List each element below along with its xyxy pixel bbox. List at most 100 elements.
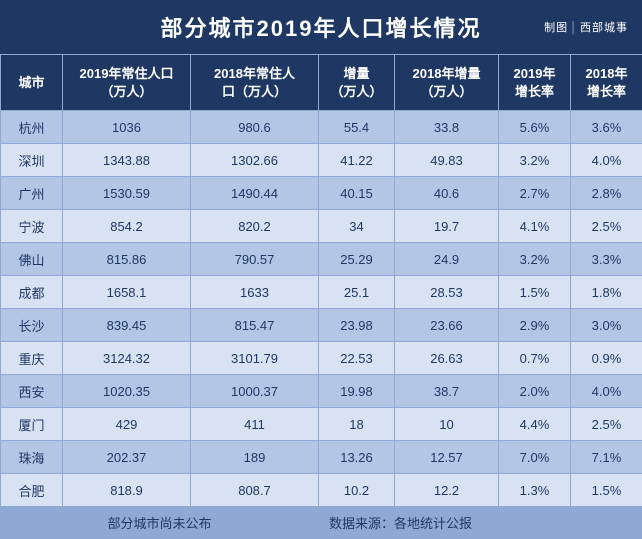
table-cell: 合肥 — [1, 474, 63, 507]
table-body: 杭州1036980.655.433.85.6%3.6%深圳1343.881302… — [1, 111, 642, 507]
table-cell: 980.6 — [191, 111, 319, 144]
table-cell: 7.1% — [571, 441, 642, 474]
table-cell: 厦门 — [1, 408, 63, 441]
table-container: 部分城市2019年人口增长情况 制图│西部城事 城市2019年常住人口（万人）2… — [0, 0, 642, 538]
table-row: 厦门42941118104.4%2.5% — [1, 408, 642, 441]
table-cell: 4.0% — [571, 375, 642, 408]
table-cell: 13.26 — [319, 441, 395, 474]
column-header: 2018年常住人口（万人） — [191, 55, 319, 111]
column-header: 2019年增长率 — [499, 55, 571, 111]
table-cell: 49.83 — [395, 144, 499, 177]
table-cell: 3.3% — [571, 243, 642, 276]
table-cell: 1.5% — [499, 276, 571, 309]
table-cell: 长沙 — [1, 309, 63, 342]
column-header: 城市 — [1, 55, 63, 111]
table-cell: 宁波 — [1, 210, 63, 243]
table-cell: 40.15 — [319, 177, 395, 210]
table-row: 深圳1343.881302.6641.2249.833.2%4.0% — [1, 144, 642, 177]
table-cell: 28.53 — [395, 276, 499, 309]
table-row: 重庆3124.323101.7922.5326.630.7%0.9% — [1, 342, 642, 375]
table-row: 成都1658.1163325.128.531.5%1.8% — [1, 276, 642, 309]
footer-note: 部分城市尚未公布 — [1, 507, 319, 539]
table-cell: 1490.44 — [191, 177, 319, 210]
population-table: 城市2019年常住人口（万人）2018年常住人口（万人）增量（万人）2018年增… — [0, 54, 642, 539]
table-cell: 杭州 — [1, 111, 63, 144]
table-row: 广州1530.591490.4440.1540.62.7%2.8% — [1, 177, 642, 210]
table-cell: 10.2 — [319, 474, 395, 507]
table-cell: 成都 — [1, 276, 63, 309]
table-cell: 1530.59 — [63, 177, 191, 210]
table-cell: 4.4% — [499, 408, 571, 441]
table-cell: 0.7% — [499, 342, 571, 375]
table-cell: 19.7 — [395, 210, 499, 243]
column-header: 2019年常住人口（万人） — [63, 55, 191, 111]
table-cell: 1.3% — [499, 474, 571, 507]
table-cell: 2.7% — [499, 177, 571, 210]
table-cell: 重庆 — [1, 342, 63, 375]
table-cell: 2.9% — [499, 309, 571, 342]
table-cell: 18 — [319, 408, 395, 441]
table-cell: 23.66 — [395, 309, 499, 342]
table-row: 宁波854.2820.23419.74.1%2.5% — [1, 210, 642, 243]
table-cell: 1302.66 — [191, 144, 319, 177]
table-cell: 佛山 — [1, 243, 63, 276]
column-header: 2018年增量（万人） — [395, 55, 499, 111]
table-cell: 411 — [191, 408, 319, 441]
table-cell: 23.98 — [319, 309, 395, 342]
table-cell: 3.6% — [571, 111, 642, 144]
table-cell: 1658.1 — [63, 276, 191, 309]
credit-source: 西部城事 — [580, 22, 628, 34]
table-cell: 1633 — [191, 276, 319, 309]
table-cell: 854.2 — [63, 210, 191, 243]
table-cell: 55.4 — [319, 111, 395, 144]
table-cell: 12.2 — [395, 474, 499, 507]
credit-prefix: 制图 — [544, 22, 568, 34]
table-cell: 22.53 — [319, 342, 395, 375]
table-cell: 0.9% — [571, 342, 642, 375]
table-cell: 818.9 — [63, 474, 191, 507]
table-cell: 25.1 — [319, 276, 395, 309]
table-cell: 珠海 — [1, 441, 63, 474]
table-cell: 1.5% — [571, 474, 642, 507]
table-cell: 429 — [63, 408, 191, 441]
table-cell: 815.47 — [191, 309, 319, 342]
pipe-icon: │ — [570, 22, 578, 34]
table-cell: 5.6% — [499, 111, 571, 144]
table-cell: 808.7 — [191, 474, 319, 507]
table-cell: 815.86 — [63, 243, 191, 276]
column-header: 2018年增长率 — [571, 55, 642, 111]
table-cell: 34 — [319, 210, 395, 243]
table-cell: 广州 — [1, 177, 63, 210]
table-cell: 19.98 — [319, 375, 395, 408]
table-cell: 10 — [395, 408, 499, 441]
title-row: 部分城市2019年人口增长情况 制图│西部城事 — [0, 0, 642, 54]
table-cell: 1020.35 — [63, 375, 191, 408]
table-cell: 26.63 — [395, 342, 499, 375]
table-cell: 1.8% — [571, 276, 642, 309]
table-cell: 25.29 — [319, 243, 395, 276]
table-header: 城市2019年常住人口（万人）2018年常住人口（万人）增量（万人）2018年增… — [1, 55, 642, 111]
table-cell: 1036 — [63, 111, 191, 144]
table-row: 杭州1036980.655.433.85.6%3.6% — [1, 111, 642, 144]
table-row: 长沙839.45815.4723.9823.662.9%3.0% — [1, 309, 642, 342]
credit: 制图│西部城事 — [544, 19, 628, 35]
table-cell: 2.5% — [571, 210, 642, 243]
table-cell: 2.0% — [499, 375, 571, 408]
table-cell: 1000.37 — [191, 375, 319, 408]
table-cell: 40.6 — [395, 177, 499, 210]
page-title: 部分城市2019年人口增长情况 — [161, 11, 482, 43]
table-cell: 790.57 — [191, 243, 319, 276]
table-cell: 2.5% — [571, 408, 642, 441]
table-cell: 33.8 — [395, 111, 499, 144]
table-cell: 3.2% — [499, 243, 571, 276]
table-cell: 24.9 — [395, 243, 499, 276]
table-row: 合肥818.9808.710.212.21.3%1.5% — [1, 474, 642, 507]
table-cell: 3.0% — [571, 309, 642, 342]
table-cell: 2.8% — [571, 177, 642, 210]
table-cell: 3101.79 — [191, 342, 319, 375]
table-cell: 4.0% — [571, 144, 642, 177]
table-cell: 3.2% — [499, 144, 571, 177]
table-cell: 深圳 — [1, 144, 63, 177]
table-cell: 7.0% — [499, 441, 571, 474]
table-cell: 西安 — [1, 375, 63, 408]
